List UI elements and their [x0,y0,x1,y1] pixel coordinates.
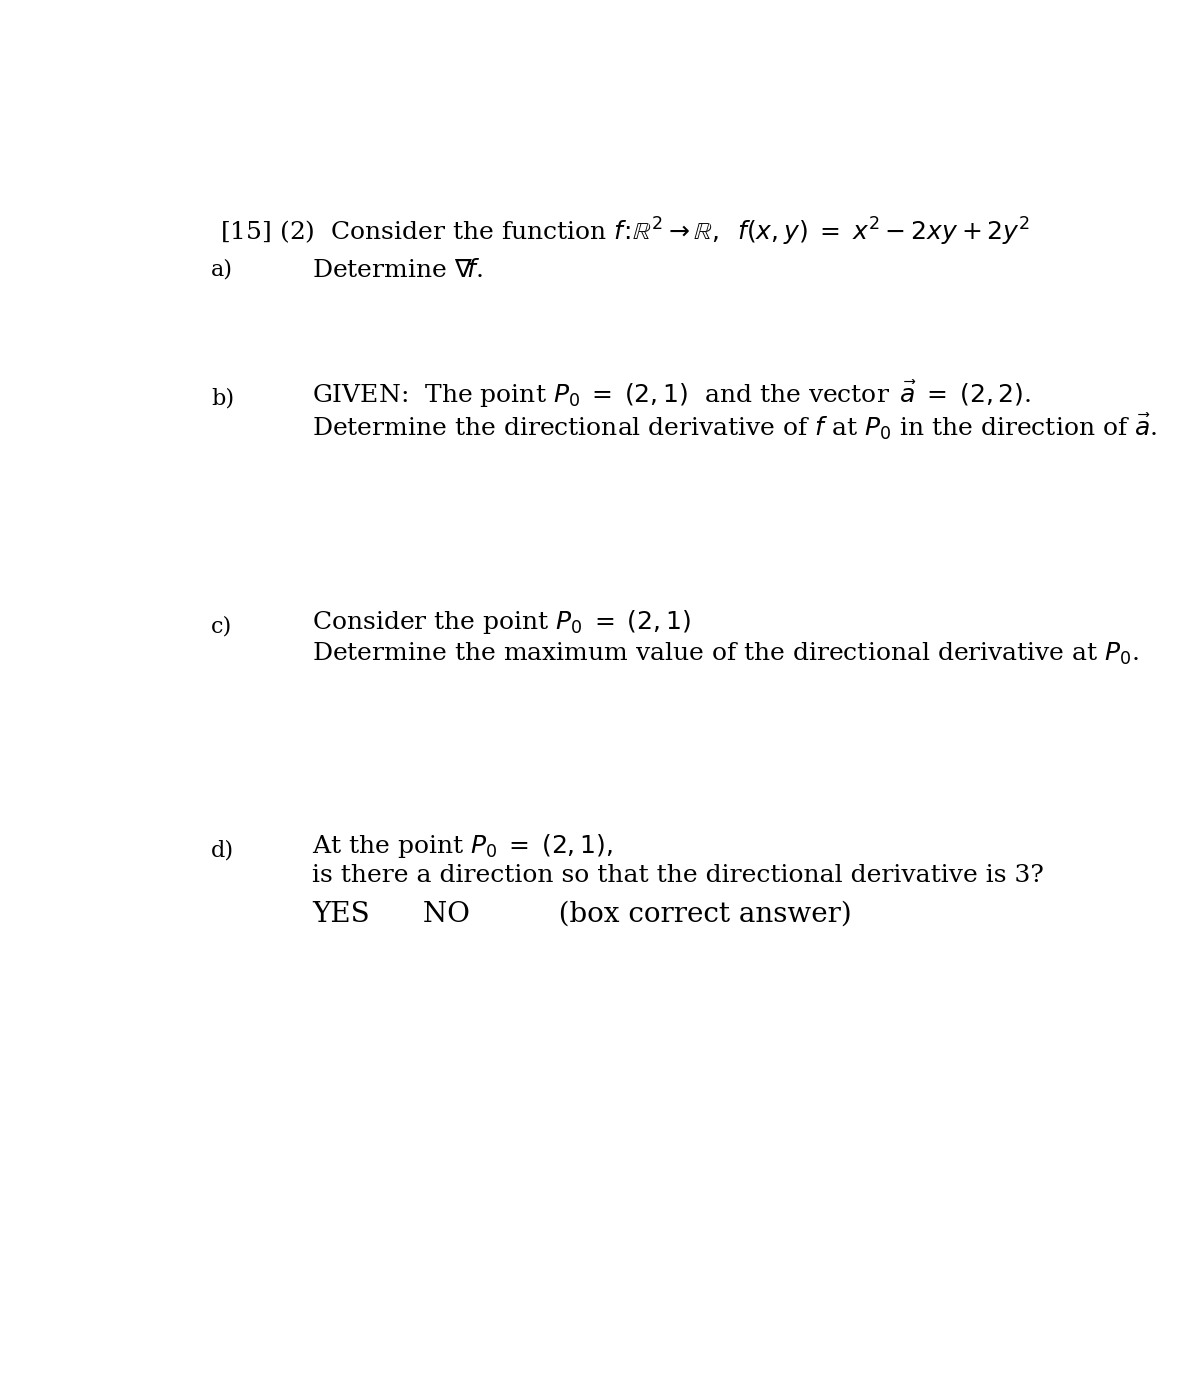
Text: Determine the directional derivative of $f$ at $P_0$ in the direction of $\vec{a: Determine the directional derivative of … [311,412,1157,441]
Text: [15] (2)  Consider the function $f\!:\!\mathbb{R}^2 \rightarrow \mathbb{R},\;\; : [15] (2) Consider the function $f\!:\!\m… [220,216,1030,248]
Text: Determine the maximum value of the directional derivative at $P_0$.: Determine the maximum value of the direc… [311,641,1139,667]
Text: is there a direction so that the directional derivative is 3?: is there a direction so that the directi… [311,864,1043,886]
Text: Consider the point $P_0 \;=\; (2, 1)$: Consider the point $P_0 \;=\; (2, 1)$ [311,609,691,637]
Text: a): a) [211,258,233,281]
Text: b): b) [211,388,235,410]
Text: GIVEN:  The point $P_0 \;=\; (2, 1)$  and the vector $\,\vec{a} \;=\; (2, 2)$.: GIVEN: The point $P_0 \;=\; (2, 1)$ and … [311,380,1032,410]
Text: Determine $\nabla\! f$.: Determine $\nabla\! f$. [311,258,483,282]
Text: YES      NO          (box correct answer): YES NO (box correct answer) [311,900,851,927]
Text: c): c) [211,616,232,638]
Text: d): d) [211,839,235,861]
Text: At the point $P_0 \;=\; (2, 1),$: At the point $P_0 \;=\; (2, 1),$ [311,832,613,860]
